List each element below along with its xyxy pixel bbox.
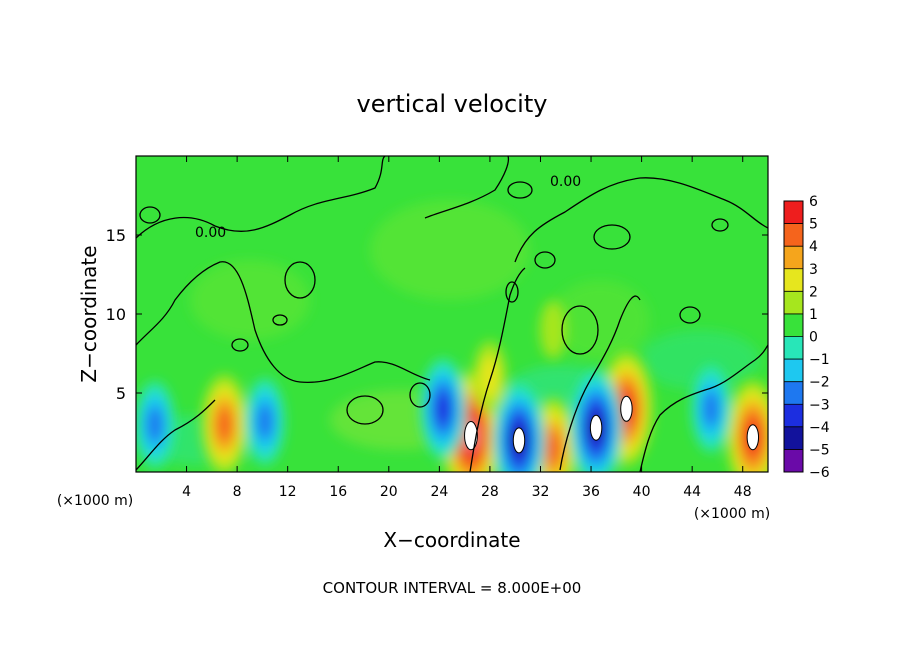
velocity-core bbox=[589, 414, 603, 441]
x-tick-label: 48 bbox=[734, 484, 752, 500]
velocity-level bbox=[539, 300, 567, 359]
x-tick-label: 8 bbox=[233, 484, 242, 500]
velocity-core bbox=[746, 424, 760, 451]
y-tick-label: 10 bbox=[106, 305, 126, 324]
x-tick-label: 28 bbox=[481, 484, 499, 500]
colorbar-tick-label: −3 bbox=[809, 397, 830, 413]
colorbar-tick-label: −6 bbox=[809, 465, 830, 481]
colorbar-swatch bbox=[784, 246, 803, 270]
colorbar-tick-label: 3 bbox=[809, 262, 818, 278]
colorbar-tick-label: 1 bbox=[809, 307, 818, 323]
colorbar-swatch bbox=[784, 449, 803, 473]
y-tick-label: 15 bbox=[106, 226, 126, 245]
colorbar-swatch bbox=[784, 313, 803, 337]
colorbar-tick-label: 6 bbox=[809, 194, 818, 210]
x-axis: 4 8 12 16 20 24 28 32 36 40 44 48 bbox=[182, 156, 752, 500]
colorbar-swatch bbox=[784, 359, 803, 383]
plot-area: 0.00 0.00 bbox=[136, 156, 768, 472]
zero-contours bbox=[136, 156, 768, 472]
x-unit-left: (×1000 m) bbox=[57, 493, 133, 509]
colorbar-swatch bbox=[784, 223, 803, 247]
velocity-cores bbox=[464, 395, 760, 454]
x-tick-label: 4 bbox=[182, 484, 191, 500]
velocity-core bbox=[620, 395, 633, 422]
contour-interval-note: CONTOUR INTERVAL = 8.000E+00 bbox=[323, 579, 582, 597]
x-tick-label: 36 bbox=[582, 484, 600, 500]
x-tick-label: 24 bbox=[430, 484, 448, 500]
colorbar-tick-label: −5 bbox=[809, 442, 830, 458]
y-axis: 5 10 15 bbox=[106, 226, 768, 403]
colorbar-swatch bbox=[784, 291, 803, 315]
velocity-level bbox=[435, 392, 451, 426]
velocity-level bbox=[256, 403, 274, 440]
colorbar-swatch bbox=[784, 404, 803, 428]
velocity-core bbox=[512, 427, 526, 454]
colorbar-swatch bbox=[784, 381, 803, 405]
colorbar-tick-label: −4 bbox=[809, 420, 830, 436]
colorbar-tick-label: 5 bbox=[809, 217, 818, 233]
velocity-level bbox=[480, 355, 500, 399]
x-unit-right: (×1000 m) bbox=[694, 506, 770, 522]
velocity-core bbox=[464, 421, 478, 451]
x-tick-label: 44 bbox=[683, 484, 701, 500]
chart-title: vertical velocity bbox=[357, 90, 548, 118]
contour-label: 0.00 bbox=[550, 174, 581, 190]
contour-label: 0.00 bbox=[195, 225, 226, 241]
colorbar-tick-label: 2 bbox=[809, 284, 818, 300]
x-tick-label: 32 bbox=[532, 484, 550, 500]
x-tick-label: 16 bbox=[329, 484, 347, 500]
x-tick-label: 20 bbox=[380, 484, 398, 500]
colorbar-swatch bbox=[784, 336, 803, 360]
colorbar-tick-label: −2 bbox=[809, 375, 830, 391]
colorbar-tick-label: 0 bbox=[809, 330, 818, 346]
y-tick-label: 5 bbox=[116, 384, 126, 403]
velocity-level bbox=[146, 406, 164, 443]
velocity-level bbox=[216, 407, 233, 442]
colorbar-tick-label: 4 bbox=[809, 239, 818, 255]
colorbar-swatch bbox=[784, 201, 803, 225]
colorbar-swatch bbox=[784, 268, 803, 292]
colorbar-swatch bbox=[784, 426, 803, 450]
velocity-level bbox=[702, 390, 720, 428]
x-axis-label: X−coordinate bbox=[383, 528, 520, 552]
colorbar-tick-label: −1 bbox=[809, 352, 830, 368]
x-tick-label: 12 bbox=[279, 484, 297, 500]
colorbar: 6 5 4 3 2 1 0 −1 −2 −3 −4 −5 −6 bbox=[783, 194, 830, 481]
x-tick-label: 40 bbox=[633, 484, 651, 500]
velocity-level bbox=[545, 431, 561, 465]
velocity-features bbox=[136, 300, 768, 472]
y-axis-label: Z−coordinate bbox=[77, 245, 101, 382]
